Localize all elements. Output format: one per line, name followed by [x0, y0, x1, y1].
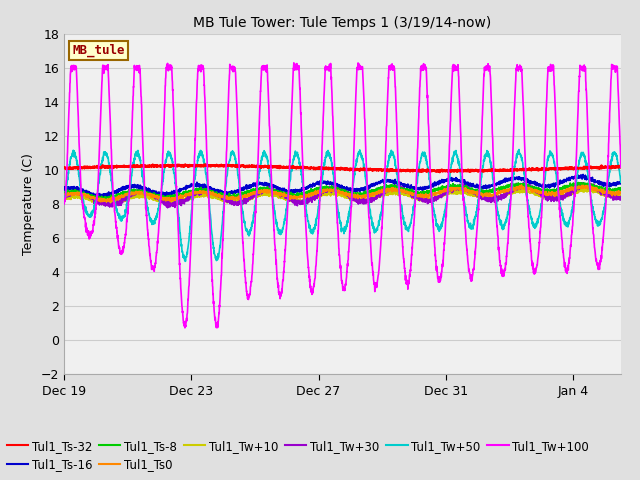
Title: MB Tule Tower: Tule Temps 1 (3/19/14-now): MB Tule Tower: Tule Temps 1 (3/19/14-now…: [193, 16, 492, 30]
Y-axis label: Temperature (C): Temperature (C): [22, 153, 35, 255]
Legend: Tul1_Ts-32, Tul1_Ts-16, Tul1_Ts-8, Tul1_Ts0, Tul1_Tw+10, Tul1_Tw+30, Tul1_Tw+50,: Tul1_Ts-32, Tul1_Ts-16, Tul1_Ts-8, Tul1_…: [2, 435, 594, 476]
Text: MB_tule: MB_tule: [72, 44, 125, 57]
